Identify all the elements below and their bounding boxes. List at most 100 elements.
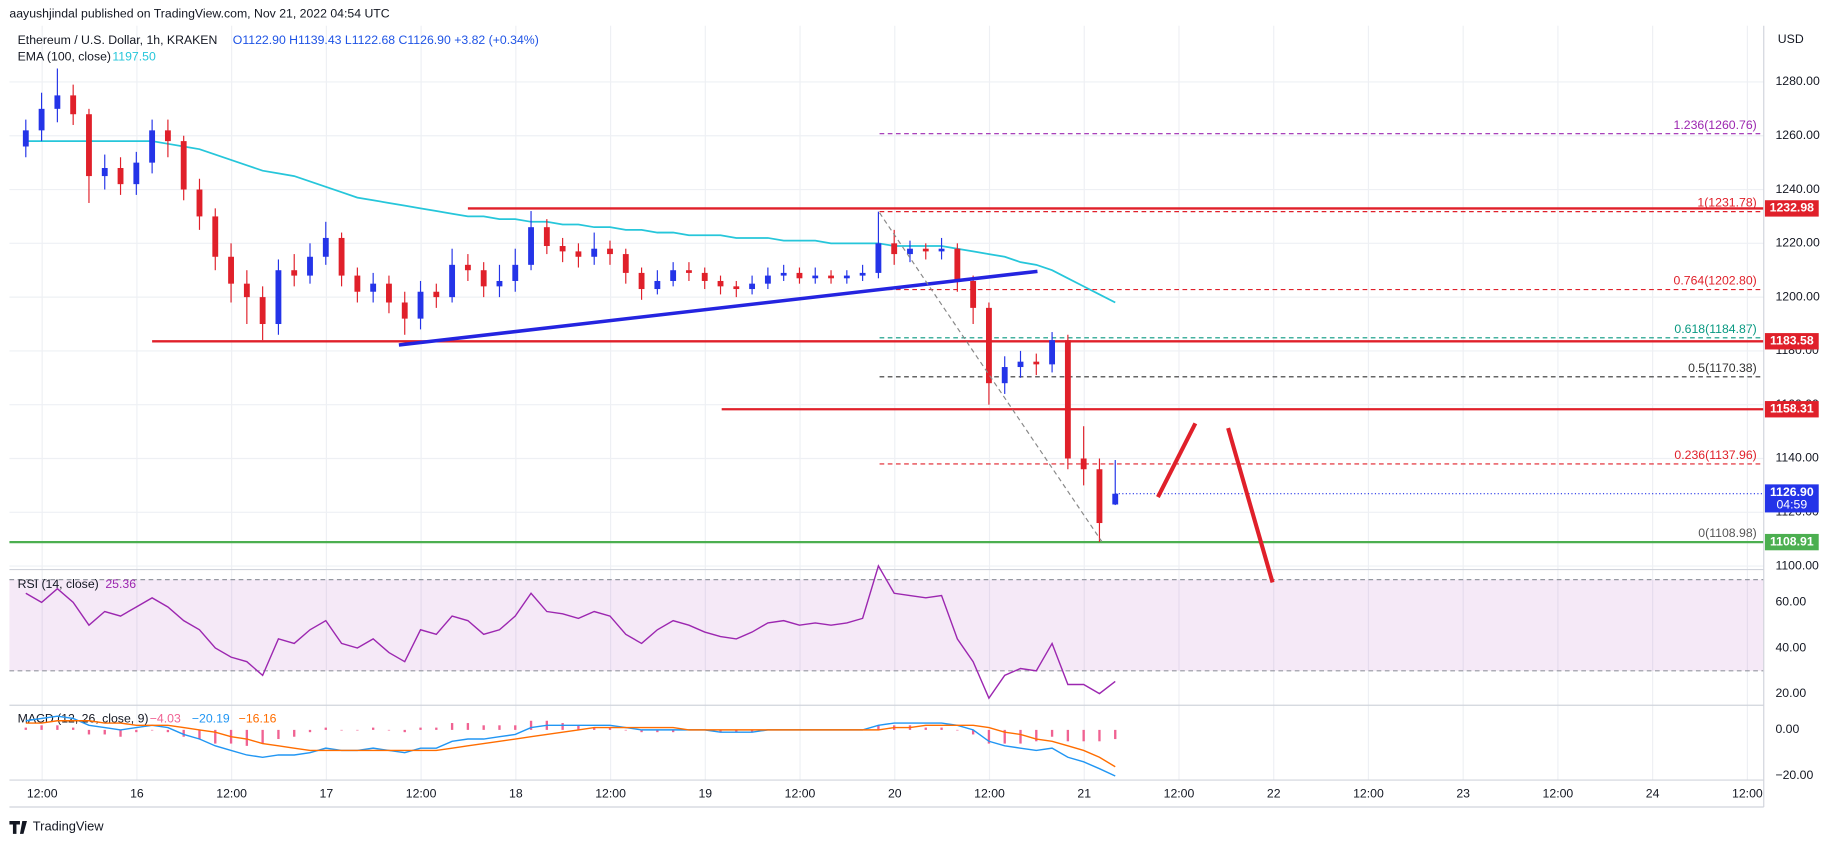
candle-body <box>417 291 424 319</box>
macd-hist-bar <box>56 725 59 730</box>
arrow-up <box>1156 422 1198 498</box>
publisher: aayushjindal published on TradingView.co… <box>9 6 389 20</box>
macd-hist-bar <box>182 729 185 737</box>
candle-body <box>907 248 913 255</box>
candle-body <box>401 302 408 319</box>
current-price-label: 1126.90 <box>1770 485 1814 499</box>
rsi-band-fill <box>9 579 1764 671</box>
candle-body <box>196 189 203 217</box>
price-pane: 1.236(1260.76) 1(1231.78) 0.764(1202.80) 0.… <box>9 68 1764 544</box>
macd-hist-bar <box>214 729 217 744</box>
macd-line <box>25 715 1116 777</box>
candle-body <box>970 280 977 308</box>
signal-line <box>25 720 1116 768</box>
macd-hist-bar <box>340 729 343 731</box>
macd-hist-bar <box>371 727 375 730</box>
candle-body <box>701 272 708 281</box>
candle-body <box>338 237 345 276</box>
y-tick-label: −20.00 <box>1775 768 1813 782</box>
candle-body <box>591 248 598 257</box>
macd-hist-bar <box>1098 729 1101 742</box>
candle-body <box>54 95 61 109</box>
candle-body <box>228 256 234 284</box>
candle-body <box>275 270 282 325</box>
footer: TradingView <box>33 818 104 833</box>
candle-body <box>291 270 298 276</box>
y-tick-label: 1200.00 <box>1775 289 1820 303</box>
y-tick-label: 40.00 <box>1775 640 1806 654</box>
level-label: 1183.58 <box>1770 334 1814 348</box>
macd-hist-bar <box>1019 729 1022 744</box>
macd-hist-bar <box>198 729 201 740</box>
trendline <box>398 269 1038 347</box>
fib-label: 0.764(1202.80) <box>1674 274 1757 288</box>
candle-body <box>843 275 850 279</box>
x-tick-label: 12:00 <box>974 786 1005 800</box>
symbol: Ethereum / U.S. Dollar, 1h, KRAKEN <box>18 33 218 47</box>
x-tick-label: 12:00 <box>1164 786 1195 800</box>
macd-hist-bar <box>719 729 722 733</box>
macd-hist-bar <box>40 725 43 730</box>
candle-body <box>212 216 219 257</box>
candle-body <box>607 248 613 255</box>
candle-body <box>528 227 534 265</box>
macd-hist-bar <box>529 720 533 730</box>
x-tick-label: 12:00 <box>406 786 437 800</box>
candle-body <box>543 227 550 247</box>
candle-body <box>86 114 92 177</box>
candle-body <box>749 283 756 290</box>
currency: USD <box>1778 32 1804 46</box>
x-tick-label: 17 <box>320 786 334 800</box>
macd-hist-bar <box>1003 729 1006 744</box>
candle-body <box>180 141 187 190</box>
x-tick-label: 21 <box>1077 786 1091 800</box>
macd-hist-bar <box>277 729 280 740</box>
macd-hist-bar <box>656 729 659 733</box>
y-tick-label: 60.00 <box>1775 595 1806 609</box>
candle-body <box>307 256 313 276</box>
y-tick-label: 1280.00 <box>1775 74 1820 88</box>
candle-body <box>670 270 677 281</box>
macd-hist-bar <box>72 727 75 730</box>
candle-body <box>1064 340 1071 459</box>
level-tag <box>1764 200 1819 217</box>
macd-hist-bar <box>261 729 264 744</box>
rsi-value: 25.36 <box>105 577 136 591</box>
macd-hist-bar <box>403 729 406 733</box>
x-tick-label: 18 <box>509 786 523 800</box>
macd-hist-bar <box>24 727 27 730</box>
macd-hist-bar <box>1050 729 1054 737</box>
candle-body <box>322 237 329 257</box>
macd-hist-bar <box>435 727 438 730</box>
ema-value: 1197.50 <box>112 50 156 64</box>
candle-body <box>575 251 582 257</box>
fib-label: 1.236(1260.76) <box>1674 118 1757 132</box>
rsi-band <box>9 579 1764 672</box>
macd-hist-bar <box>671 729 675 733</box>
macd-hist-bar <box>1035 729 1038 742</box>
macd-hist-bar <box>735 729 738 733</box>
countdown: 04:59 <box>1776 498 1807 512</box>
macd-hist-bar <box>293 729 296 737</box>
candle-body <box>117 168 124 185</box>
grid <box>9 25 1764 781</box>
macd-hist-bar <box>924 727 927 730</box>
macd-hist-bar <box>514 725 517 730</box>
candle-body <box>512 264 519 281</box>
macd-hist-bar <box>561 723 564 730</box>
candle-body <box>1049 340 1056 365</box>
y-tick-label: 1220.00 <box>1775 236 1820 250</box>
candle-body <box>243 283 250 298</box>
candle-body <box>480 270 487 287</box>
y-tick-label: 0.00 <box>1775 722 1799 736</box>
x-tick-label: 22 <box>1267 786 1281 800</box>
x-tick-label: 12:00 <box>1732 786 1763 800</box>
ema-line <box>25 140 1116 304</box>
macd-hist-bar <box>119 729 122 737</box>
macd-signal-value: −16.16 <box>239 712 277 726</box>
candle-body <box>891 243 898 255</box>
candle-body <box>133 162 140 185</box>
candle-body <box>22 130 29 147</box>
